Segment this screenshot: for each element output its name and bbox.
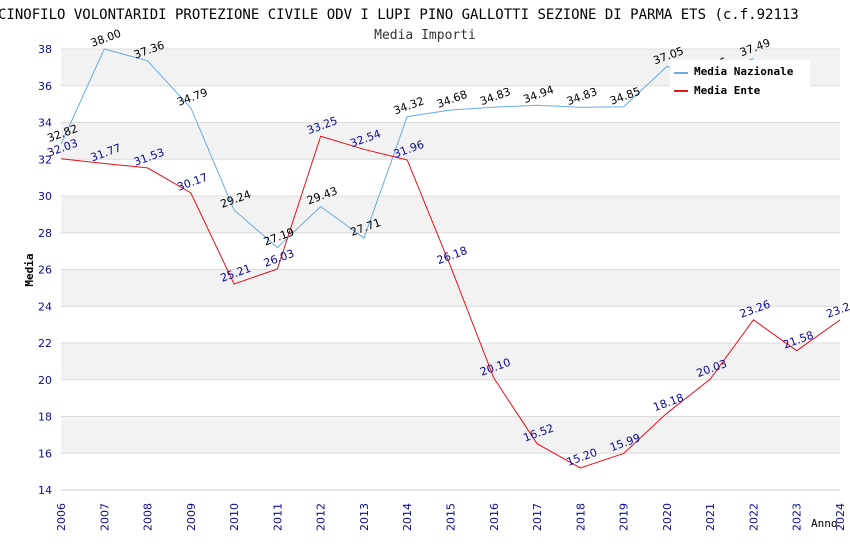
x-tick-label: 2011: [271, 503, 284, 531]
chart-subtitle: Media Importi: [374, 28, 476, 43]
chart-title: CINOFILO VOLONTARIDI PROTEZIONE CIVILE O…: [0, 7, 799, 23]
band: [61, 196, 840, 233]
x-tick-label: 2007: [98, 503, 111, 531]
band: [61, 232, 840, 270]
y-tick-label: 20: [38, 374, 52, 387]
band: [61, 379, 840, 417]
x-tick-label: 2022: [747, 503, 760, 531]
legend: Media Nazionale Media Ente: [670, 60, 810, 102]
x-tick-label: 2023: [791, 503, 804, 531]
y-tick-label: 18: [38, 411, 52, 424]
x-tick-label: 2024: [834, 503, 847, 531]
x-tick-label: 2020: [661, 503, 674, 531]
x-axis-label: Anno: [811, 517, 838, 530]
plot-background-bands: [61, 49, 840, 490]
band: [61, 306, 840, 343]
band: [61, 122, 840, 160]
y-tick-label: 24: [38, 300, 52, 313]
band: [61, 159, 840, 196]
y-axis-ticks: 14 16 18 20 22 24 26 28 30 32 34 36 38: [38, 43, 52, 497]
x-tick-label: 2006: [55, 503, 68, 531]
x-tick-label: 2017: [531, 503, 544, 531]
y-axis-label: Media: [23, 253, 36, 286]
data-label: 38.00: [89, 27, 123, 50]
y-tick-label: 14: [38, 484, 52, 497]
y-tick-label: 30: [38, 190, 52, 203]
x-tick-label: 2015: [445, 503, 458, 531]
legend-item-media-ente: Media Ente: [694, 84, 761, 97]
x-tick-label: 2009: [185, 503, 198, 531]
y-tick-label: 28: [38, 227, 52, 240]
legend-item-media-nazionale: Media Nazionale: [694, 65, 794, 78]
y-tick-label: 32: [38, 153, 52, 166]
x-axis-ticks: 2006 2007 2008 2009 2010 2011 2012 2013 2014 2015…: [55, 503, 847, 531]
y-tick-label: 26: [38, 264, 52, 277]
y-tick-label: 22: [38, 337, 52, 350]
y-tick-label: 34: [38, 117, 52, 130]
x-tick-label: 2016: [488, 503, 501, 531]
band: [61, 416, 840, 454]
band: [61, 269, 840, 307]
x-tick-label: 2021: [704, 503, 717, 531]
legend-box: [670, 60, 810, 102]
series-lines: [60, 48, 841, 469]
x-tick-label: 2013: [358, 503, 371, 531]
x-tick-label: 2014: [401, 503, 414, 531]
band: [61, 343, 840, 380]
y-tick-label: 36: [38, 80, 52, 93]
y-tick-label: 16: [38, 447, 52, 460]
y-tick-label: 38: [38, 43, 52, 56]
x-tick-label: 2008: [142, 503, 155, 531]
x-tick-label: 2019: [618, 503, 631, 531]
x-tick-label: 2010: [228, 503, 241, 531]
x-tick-label: 2018: [574, 503, 587, 531]
x-tick-label: 2012: [315, 503, 328, 531]
band: [61, 453, 840, 490]
